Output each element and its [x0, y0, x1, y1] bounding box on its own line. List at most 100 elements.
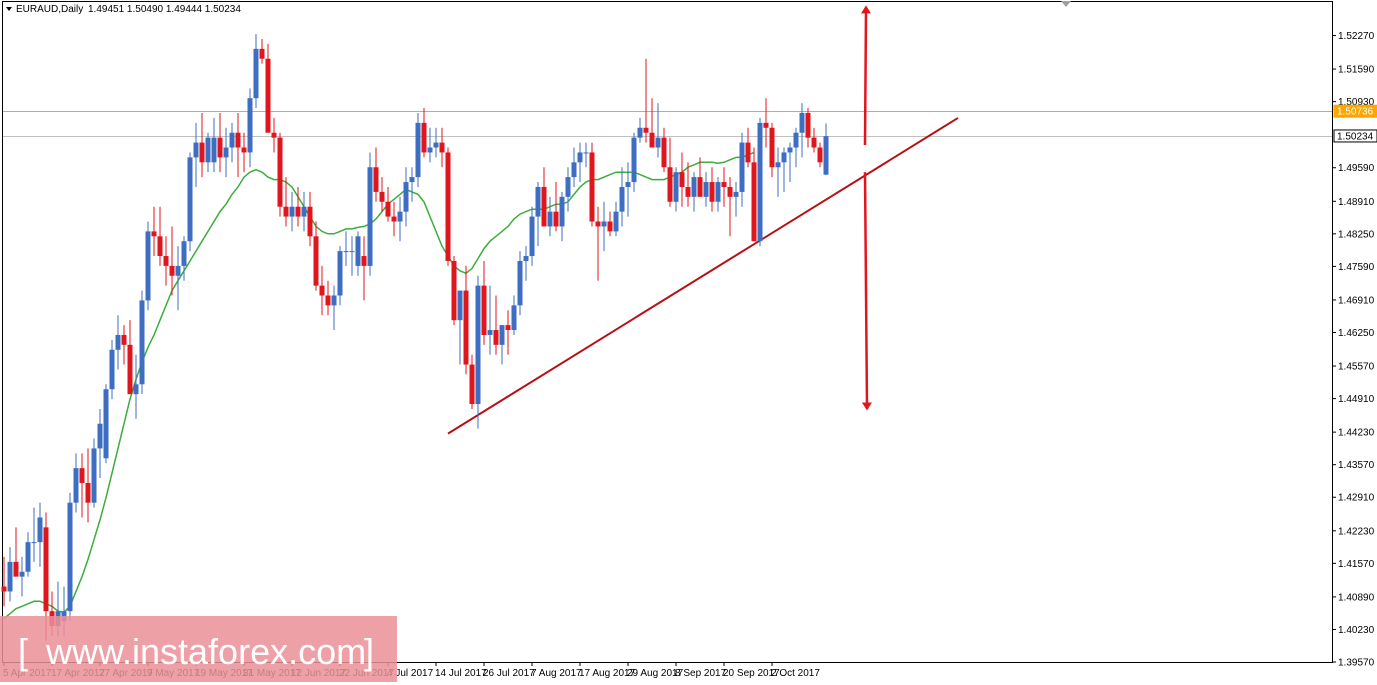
candle	[541, 167, 547, 227]
candle-body	[679, 172, 685, 187]
candle-body	[469, 364, 475, 405]
candle	[127, 320, 133, 395]
candle-body	[685, 186, 691, 197]
candle	[487, 285, 493, 355]
y-tick-label: 1.45570	[1338, 362, 1375, 373]
candle	[109, 339, 115, 400]
watermark-bracket-right: ]	[364, 631, 374, 672]
candle	[817, 142, 823, 168]
candle-body	[715, 182, 721, 202]
y-tick-label: 1.44910	[1338, 394, 1375, 405]
candle-body	[607, 221, 613, 232]
candle-body	[373, 167, 379, 192]
x-tick-label: 4 Jul 2017	[387, 668, 434, 679]
x-tick-label: 26 Jul 2017	[483, 668, 535, 679]
candle-body	[13, 561, 19, 577]
candle	[643, 58, 649, 143]
candle-body	[481, 285, 487, 335]
candle	[235, 112, 241, 178]
candle	[103, 384, 109, 464]
candle	[295, 186, 301, 227]
candle	[421, 108, 427, 158]
candle	[277, 132, 283, 217]
candle-body	[253, 48, 259, 99]
y-tick-label: 1.44230	[1338, 428, 1375, 439]
candle-body	[445, 152, 451, 261]
resistance-price-tag	[1333, 104, 1377, 118]
candle-body	[541, 186, 547, 227]
candle	[337, 246, 343, 306]
candle	[547, 196, 553, 237]
candle-body	[499, 325, 505, 345]
current-price-label: 1.50234	[1337, 131, 1374, 142]
candle	[193, 122, 199, 187]
candle	[343, 231, 349, 266]
candle	[775, 147, 781, 197]
candle	[331, 285, 337, 331]
y-tick-label: 1.40890	[1338, 592, 1375, 603]
candle	[727, 177, 733, 237]
candle-body	[727, 186, 733, 197]
candle	[625, 162, 631, 217]
candle-body	[511, 305, 517, 331]
arrow-up-icon	[860, 5, 871, 146]
x-tick-label: 17 Aug 2017	[579, 668, 636, 679]
candle	[205, 132, 211, 173]
candle-body	[151, 231, 157, 237]
x-tick-label: 2 Oct 2017	[771, 668, 820, 679]
candle-body	[403, 182, 409, 212]
header-dropdown-icon[interactable]	[6, 7, 12, 11]
candle	[241, 132, 247, 173]
candle	[175, 246, 181, 311]
x-tick-label: 14 Jul 2017	[435, 668, 487, 679]
candle	[781, 147, 787, 192]
candle	[631, 132, 637, 192]
candle	[595, 206, 601, 281]
candle-body	[85, 482, 91, 503]
candle-body	[781, 152, 787, 163]
y-tick-label: 1.49590	[1338, 163, 1375, 174]
candle-body	[397, 211, 403, 222]
candle	[439, 127, 445, 168]
candle-body	[385, 201, 391, 217]
watermark: [ www.instaforex.com ]	[0, 616, 397, 682]
candle-body	[463, 290, 469, 365]
x-tick-label: 29 Aug 2017	[627, 668, 684, 679]
candle	[661, 127, 667, 173]
y-tick-label: 1.46910	[1338, 295, 1375, 306]
candle-body	[415, 122, 421, 178]
candle	[247, 88, 253, 168]
candle	[613, 201, 619, 237]
candle-body	[601, 221, 607, 227]
candle-body	[175, 265, 181, 276]
candle-body	[133, 384, 139, 395]
candle-body	[631, 137, 637, 183]
candle-body	[619, 186, 625, 212]
candle-body	[427, 147, 433, 153]
candle	[721, 167, 727, 207]
chart-shift-marker-icon[interactable]	[1061, 1, 1071, 7]
y-tick-label: 1.51590	[1338, 65, 1375, 76]
current-price-tag	[1333, 129, 1377, 143]
candle	[313, 221, 319, 291]
candle-body	[433, 142, 439, 148]
candle-body	[91, 448, 97, 503]
candle	[445, 147, 451, 266]
candle	[169, 226, 175, 296]
candle-body	[643, 127, 649, 133]
candle	[703, 172, 709, 207]
watermark-bracket-left: [	[18, 631, 28, 672]
candle	[19, 556, 25, 597]
candle	[283, 177, 289, 227]
candle-body	[709, 182, 715, 202]
candle-body	[193, 142, 199, 158]
candle-body	[301, 206, 307, 217]
candle	[793, 127, 799, 168]
candle-body	[577, 152, 583, 163]
candle-body	[187, 157, 193, 242]
candle-body	[67, 502, 73, 612]
candle-body	[43, 527, 49, 612]
candle	[565, 167, 571, 212]
header-ohlc: 1.49451 1.50490 1.49444 1.50234	[88, 4, 241, 15]
